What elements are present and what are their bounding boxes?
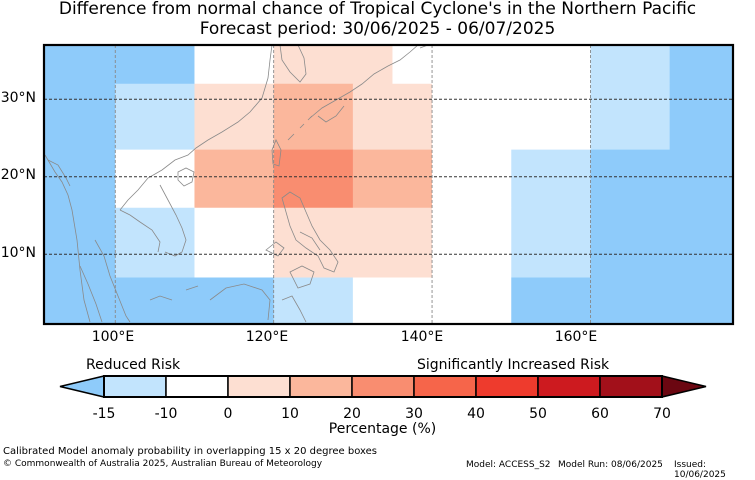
lon-label-160e: 160°E [554,329,598,345]
risk-cell-26 [432,207,512,278]
risk-cell-1 [194,45,275,85]
risk-cell-28 [590,207,733,278]
colorbar-bins [103,375,663,398]
method-note: Calibrated Model anomaly probability in … [3,446,378,457]
colorbar-bin-6 [475,375,539,398]
colorbar-label: Percentage (%) [328,421,437,437]
graticule [44,45,733,324]
risk-cell-21 [590,149,733,209]
risk-cell-3 [392,45,591,85]
colorbar-tick: 70 [653,406,671,422]
risk-cell-5 [669,45,733,85]
risk-cell-30 [273,277,354,324]
risk-cell-20 [511,149,591,209]
lat-label-20n: 20°N [0,167,36,183]
colorbar-bin-1 [165,375,229,398]
colorbar-frame [103,375,663,398]
forecast-period: Forecast period: 30/06/2025 - 06/07/2025 [199,19,556,39]
risk-cell-23 [115,207,195,278]
risk-cell-6 [44,83,116,151]
lat-label-10n: 10°N [0,245,36,261]
risk-cell-27 [511,207,591,278]
risk-cell-24 [194,207,275,278]
risk-cell-9 [273,83,354,151]
lat-label-30n: 30°N [0,90,36,106]
lon-label-120e: 120°E [245,329,289,345]
colorbar-bin-5 [413,375,477,398]
risk-cell-11 [432,83,591,151]
risk-cells [44,45,733,324]
colorbar [59,375,707,398]
risk-cell-13 [669,83,733,151]
risk-cell-12 [590,83,671,151]
colorbar-over-arrow [661,375,707,398]
colorbar-tick: 30 [405,406,423,422]
risk-cell-17 [273,149,354,209]
lon-label-140e: 140°E [400,329,444,345]
risk-cell-14 [44,149,116,209]
risk-cell-16 [194,149,275,209]
risk-map [42,43,735,326]
risk-cell-7 [115,83,195,151]
colorbar-bin-3 [289,375,353,398]
risk-cell-10 [352,83,433,151]
copyright: © Commonwealth of Australia 2025, Austra… [3,459,323,469]
lon-label-100e: 100°E [91,329,135,345]
risk-cell-4 [590,45,671,85]
colorbar-tick: -10 [154,406,178,422]
colorbar-tick: 0 [223,406,233,422]
risk-cell-15 [115,149,195,209]
colorbar-bin-4 [351,375,415,398]
colorbar-bin-7 [537,375,601,398]
risk-cell-19 [432,149,512,209]
risk-cell-8 [194,83,275,151]
model-name: Model: ACCESS_S2 [466,460,551,470]
colorbar-tick: -15 [92,406,116,422]
map-frame [42,43,735,326]
risk-cell-0 [44,45,195,85]
risk-cell-32 [511,277,733,324]
colorbar-under-arrow [59,375,105,398]
colorbar-bin-2 [227,375,291,398]
colorbar-tick: 40 [467,406,485,422]
colorbar-tick: 50 [529,406,547,422]
colorbar-tick: 20 [343,406,361,422]
risk-cell-18 [352,149,433,209]
colorbar-bin-8 [599,375,663,398]
colorbar-bin-0 [103,375,167,398]
increased-risk-label: Significantly Increased Risk [417,357,610,373]
colorbar-tick: 60 [591,406,609,422]
issued-date: Issued: 10/06/2025 [674,460,726,480]
risk-cell-2 [273,45,393,85]
reduced-risk-label: Reduced Risk [86,357,181,373]
map-title: Difference from normal chance of Tropica… [58,0,697,19]
colorbar-tick: 10 [281,406,299,422]
model-run-date: Model Run: 08/06/2025 [558,460,663,470]
